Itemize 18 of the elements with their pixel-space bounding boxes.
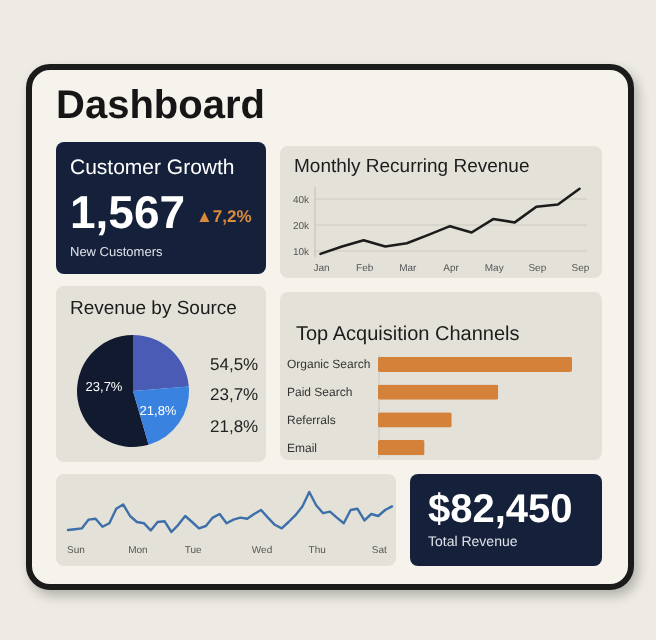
text: 21,8%: [210, 416, 259, 436]
bar: [378, 384, 499, 400]
text: Customer Growth: [70, 156, 235, 180]
chart-title: Top Acquisition Channels: [296, 324, 520, 346]
text: $82,450: [428, 488, 573, 534]
chart-title: Monthly Recurring Revenue: [294, 156, 530, 178]
text: ▲7,2%: [196, 206, 252, 226]
bar: [378, 439, 425, 456]
text: 54,5%: [210, 354, 259, 374]
text: Dashboard: [56, 84, 265, 130]
pie-slice: [133, 335, 189, 391]
pie-slice: [133, 386, 189, 445]
line-series: [319, 187, 581, 256]
text: 23,7%: [210, 384, 259, 404]
bar: [378, 356, 572, 373]
chart-title: Revenue by Source: [70, 298, 237, 320]
text: 1,567: [70, 186, 186, 240]
bar: [378, 412, 452, 428]
